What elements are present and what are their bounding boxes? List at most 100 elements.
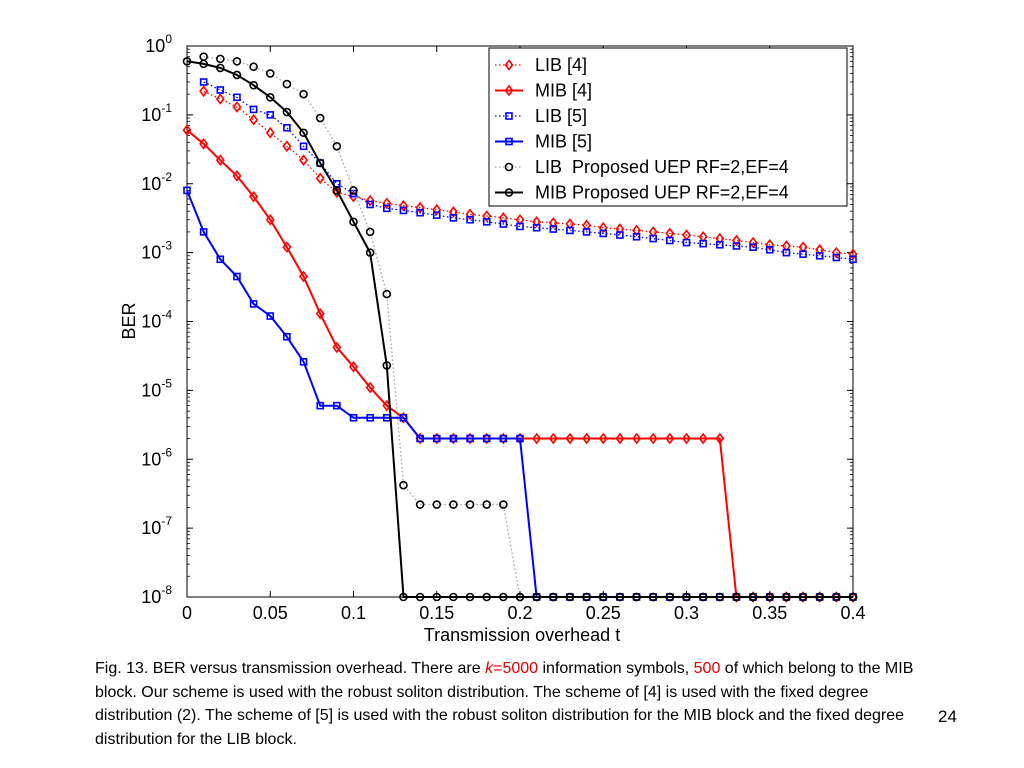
point-lib-proposed-uep-rf-2-ef-4 [399,480,408,490]
caption-k-number: =5000 [493,660,539,677]
point-lib-5 [749,243,757,251]
point-mib-4 [615,432,625,445]
point-mib-5 [199,228,208,236]
point-lib-5 [283,123,291,132]
point-mib-5 [266,312,275,320]
point-mib-5 [432,434,441,443]
point-mib-4 [532,432,542,445]
point-mib-4 [332,341,342,354]
point-lib-5 [682,238,691,247]
point-mib-4 [365,381,375,394]
point-mib-5 [399,413,408,422]
point-lib-4 [249,113,259,126]
point-lib-5 [616,231,624,239]
point-mib-4 [715,432,725,445]
point-lib-5 [849,255,857,264]
point-mib-proposed-uep-rf-2-ef-4 [482,592,492,602]
point-lib-4 [448,206,458,218]
point-lib-5 [216,86,225,94]
point-lib-proposed-uep-rf-2-ef-4 [249,62,258,72]
point-mib-proposed-uep-rf-2-ef-4 [582,592,591,602]
point-mib-proposed-uep-rf-2-ef-4 [449,592,458,602]
point-lib-4 [315,172,325,185]
point-lib-proposed-uep-rf-2-ef-4 [365,227,375,237]
point-mib-proposed-uep-rf-2-ef-4 [565,592,575,602]
point-mib-proposed-uep-rf-2-ef-4 [432,592,442,602]
point-mib-4 [665,432,675,445]
point-lib-proposed-uep-rf-2-ef-4 [315,113,325,123]
caption-part2: information symbols, [538,660,694,677]
point-lib-4 [831,246,841,259]
point-mib-5 [333,401,341,410]
caption-mib-count: 500 [693,660,721,677]
legend-marker-mib-proposed-uep-rf-2-ef-4 [504,188,514,197]
point-lib-proposed-uep-rf-2-ef-4 [482,500,492,509]
point-lib-5 [666,236,674,245]
point-lib-5 [366,200,374,209]
point-mib-4 [199,138,209,150]
point-mib-proposed-uep-rf-2-ef-4 [665,592,675,602]
point-mib-proposed-uep-rf-2-ef-4 [199,59,208,69]
point-lib-4 [548,217,558,229]
point-lib-4 [515,213,525,226]
point-mib-4 [698,432,708,445]
point-mib-5 [482,434,491,443]
caption-k-symbol: k [485,660,494,677]
point-lib-4 [482,210,492,222]
point-lib-5 [649,234,658,243]
point-mib-proposed-uep-rf-2-ef-4 [682,592,691,602]
y-tick-label: 10-3 [141,239,172,263]
point-mib-4 [565,432,575,445]
axes: 0 0.05 0.1 0.15 0.2 0.25 0.3 0.35 0.4 100 10-1 10-2… [141,32,865,623]
legend: LIB [4] MIB [4] LIB [5] MIB [5] LIB Proposed… [488,47,848,207]
point-mib-4 [598,432,608,445]
point-lib-proposed-uep-rf-2-ef-4 [465,500,475,509]
y-tick-label: 10-6 [141,445,172,469]
x-tick-label: 0.25 [586,603,621,623]
series-layer [182,52,858,603]
point-lib-5 [765,245,774,254]
y-tick-label: 10-2 [141,170,172,194]
x-tick-label: 0.15 [419,603,454,623]
point-mib-4 [315,307,325,320]
point-lib-proposed-uep-rf-2-ef-4 [449,500,458,509]
point-mib-4 [681,432,692,445]
point-mib-4 [232,170,242,182]
point-mib-5 [416,434,424,443]
point-lib-5 [815,251,824,260]
point-lib-5 [566,226,574,235]
point-lib-5 [399,206,408,215]
x-tick-label: 0.3 [674,603,699,623]
point-lib-5 [532,223,541,232]
point-lib-4 [232,101,242,113]
point-lib-5 [549,225,558,233]
legend-marker-lib-proposed-uep-rf-2-ef-4 [504,162,514,172]
point-mib-proposed-uep-rf-2-ef-4 [249,80,258,90]
point-lib-proposed-uep-rf-2-ef-4 [232,56,242,66]
point-lib-4 [365,194,375,207]
point-mib-proposed-uep-rf-2-ef-4 [748,592,758,602]
point-lib-proposed-uep-rf-2-ef-4 [432,500,442,509]
point-lib-5 [449,214,458,222]
point-lib-5 [266,111,275,119]
x-axis-label: Transmission overhead t [424,625,620,645]
point-lib-5 [432,211,441,219]
point-mib-proposed-uep-rf-2-ef-4 [648,592,658,602]
point-lib-4 [565,218,575,230]
point-mib-4 [265,213,275,226]
point-mib-5 [299,357,308,366]
legend-box [488,47,848,207]
caption-k-value: k=5000 [485,660,538,677]
point-mib-5 [499,434,508,443]
point-lib-4 [382,197,392,210]
legend-label-mib-proposed-uep-rf-2-ef-4: MIB Proposed UEP RF=2,EF=4 [535,183,789,203]
point-mib-proposed-uep-rf-2-ef-4 [382,361,392,370]
point-mib-proposed-uep-rf-2-ef-4 [399,592,408,602]
point-lib-proposed-uep-rf-2-ef-4 [199,52,208,61]
y-axis-label: BER [119,302,139,339]
point-mib-5 [216,255,225,264]
legend-label-lib-proposed-uep-rf-2-ef-4: LIB Proposed UEP RF=2,EF=4 [535,157,789,177]
point-mib-proposed-uep-rf-2-ef-4 [332,186,342,195]
point-lib-4 [199,85,209,98]
